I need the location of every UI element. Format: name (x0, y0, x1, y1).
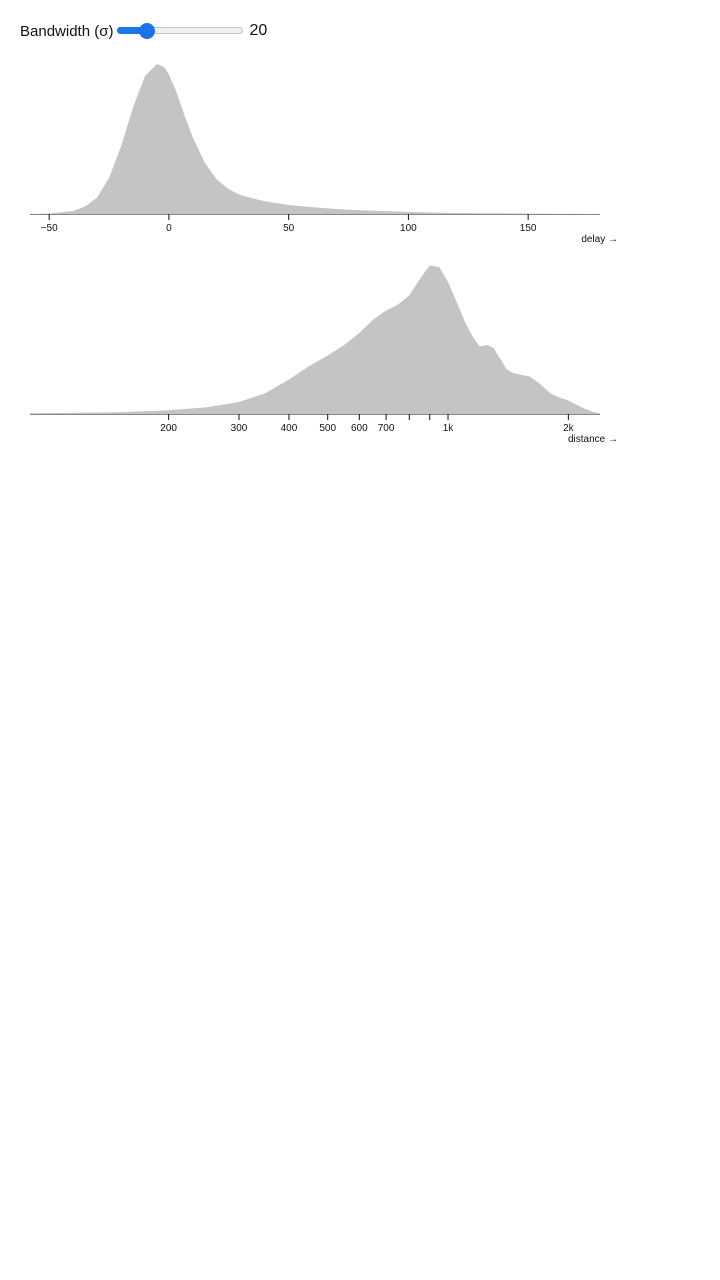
x-tick-label: 1k (443, 423, 455, 434)
x-tick-label: 500 (319, 423, 336, 434)
x-tick-label: 600 (351, 423, 368, 434)
bandwidth-value: 20 (249, 22, 268, 39)
bandwidth-slider[interactable] (117, 23, 244, 39)
x-axis-label: distance → (568, 434, 618, 445)
x-tick-label: 300 (231, 423, 248, 434)
density-area (30, 64, 600, 214)
x-tick-label: 2k (563, 423, 575, 434)
x-tick-label: 100 (400, 223, 417, 234)
x-tick-label: 700 (378, 423, 395, 434)
x-tick-label: −50 (41, 223, 58, 234)
bandwidth-label: Bandwidth (σ) (20, 22, 114, 40)
x-axis-label: delay → (581, 234, 618, 245)
density-area (30, 265, 600, 414)
x-tick-label: 0 (166, 223, 172, 234)
slider-thumb[interactable] (139, 23, 156, 39)
slider-fill (117, 27, 148, 34)
delay-density-chart: −50 0 50 100 150 delay → (30, 64, 618, 245)
x-tick-label: 400 (281, 423, 298, 434)
x-tick-label: 50 (283, 223, 295, 234)
x-tick-label: 150 (520, 223, 537, 234)
bandwidth-control: Bandwidth (σ) 20 (20, 18, 267, 44)
x-tick-label: 200 (160, 423, 177, 434)
